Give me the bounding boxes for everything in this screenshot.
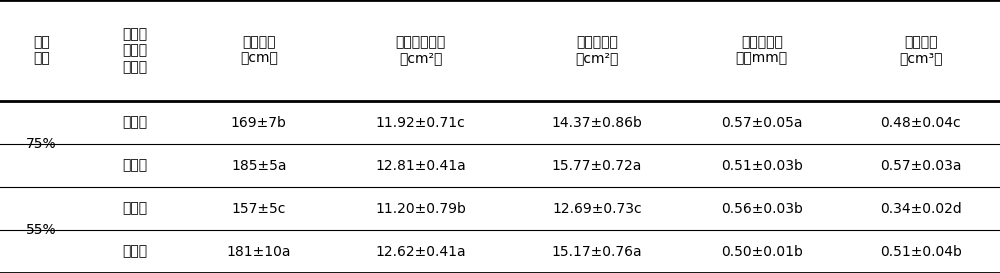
Text: 水分
处理: 水分 处理 [33, 35, 50, 66]
Text: 0.34±0.02d: 0.34±0.02d [880, 201, 961, 215]
Text: 0.57±0.05a: 0.57±0.05a [721, 115, 803, 129]
Text: 169±7b: 169±7b [231, 115, 287, 129]
Text: 14.37±0.86b: 14.37±0.86b [552, 115, 642, 129]
Text: 12.69±0.73c: 12.69±0.73c [552, 201, 642, 215]
Text: 75%: 75% [26, 137, 56, 151]
Text: 0.51±0.04b: 0.51±0.04b [880, 245, 962, 259]
Text: 实施组: 实施组 [123, 245, 148, 259]
Text: 55%: 55% [26, 223, 56, 237]
Text: 15.77±0.72a: 15.77±0.72a [552, 159, 642, 173]
Text: 对照组: 对照组 [123, 201, 148, 215]
Text: 0.57±0.03a: 0.57±0.03a [880, 159, 961, 173]
Text: 根系平均直
径（mm）: 根系平均直 径（mm） [736, 35, 788, 66]
Text: 11.92±0.71c: 11.92±0.71c [376, 115, 465, 129]
Text: 0.51±0.03b: 0.51±0.03b [721, 159, 803, 173]
Text: 11.20±0.79b: 11.20±0.79b [375, 201, 466, 215]
Text: 157±5c: 157±5c [232, 201, 286, 215]
Text: 12.62±0.41a: 12.62±0.41a [375, 245, 466, 259]
Text: 对照组: 对照组 [123, 115, 148, 129]
Text: 根系表面积
（cm²）: 根系表面积 （cm²） [575, 35, 619, 66]
Text: 0.50±0.01b: 0.50±0.01b [721, 245, 803, 259]
Text: 181±10a: 181±10a [227, 245, 291, 259]
Text: 根系投影面积
（cm²）: 根系投影面积 （cm²） [395, 35, 446, 66]
Text: 15.17±0.76a: 15.17±0.76a [552, 245, 642, 259]
Text: 根系长度
（cm）: 根系长度 （cm） [240, 35, 278, 66]
Text: 0.56±0.03b: 0.56±0.03b [721, 201, 803, 215]
Text: 实施组: 实施组 [123, 159, 148, 173]
Text: 根系体积
（cm³）: 根系体积 （cm³） [899, 35, 942, 66]
Text: 易提取
球囊霉
素处理: 易提取 球囊霉 素处理 [123, 27, 148, 74]
Text: 12.81±0.41a: 12.81±0.41a [375, 159, 466, 173]
Text: 185±5a: 185±5a [231, 159, 287, 173]
Text: 0.48±0.04c: 0.48±0.04c [880, 115, 961, 129]
